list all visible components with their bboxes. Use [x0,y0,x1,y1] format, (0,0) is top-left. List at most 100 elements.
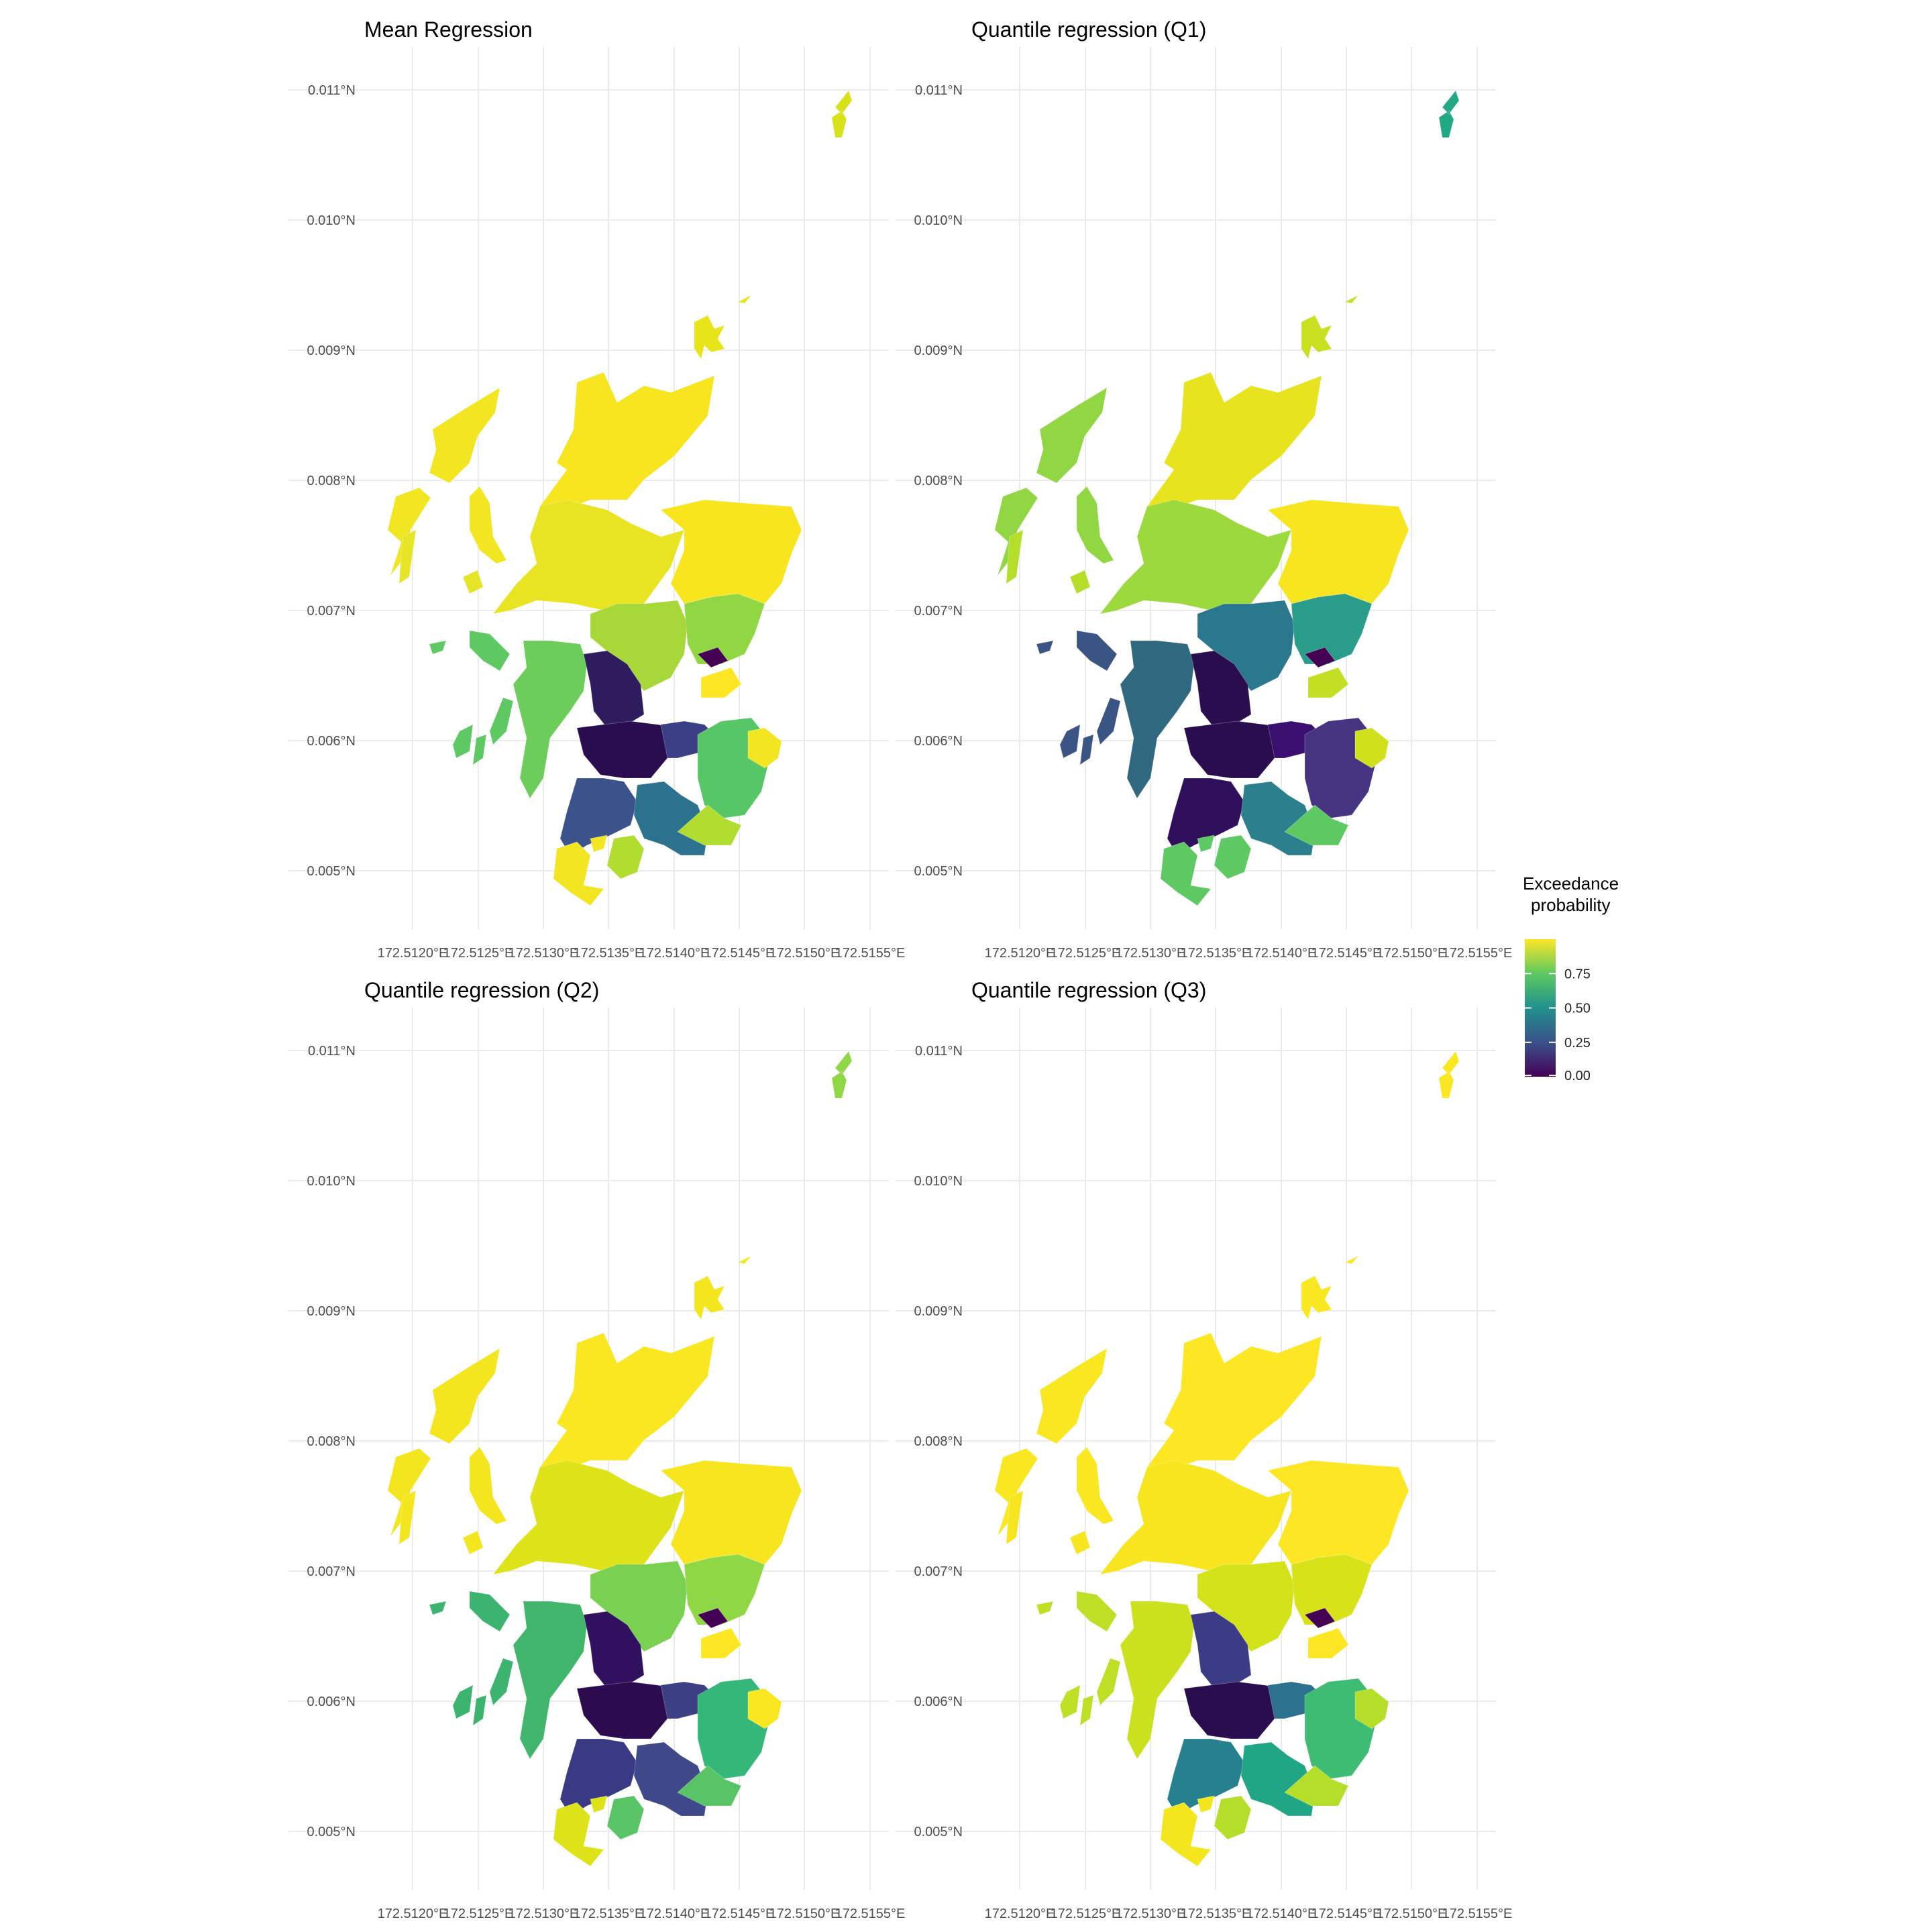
y-tick-label: 0.008°N [914,1434,963,1449]
region-north [1146,1332,1322,1471]
y-tick-label: 0.006°N [307,1695,356,1709]
region-shetland [831,89,853,138]
region-south [606,1765,742,1840]
x-tick-label: 172.5140°E [639,946,710,961]
region-shetland [1438,1050,1460,1099]
y-tick-label: 0.005°N [307,1825,356,1839]
y-tick-label: 0.007°N [307,604,356,619]
region-east-borders [1354,1688,1389,1729]
legend-title-line2: probability [1531,895,1611,915]
region-dundee [1304,1607,1336,1629]
region-southwest [1160,1795,1215,1867]
x-tick-label: 172.5150°E [1377,946,1447,961]
region-south [1214,1765,1349,1840]
x-tick-label: 172.5120°E [378,946,448,961]
panel-title: Mean Regression [364,17,533,42]
region-grampian [659,499,802,604]
legend-ticks: 0.75 0.50 0.25 0.00 [1525,967,1591,1083]
region-dundee [697,647,729,668]
legend: Exceedance probability 0.75 0.50 0.25 0.00 [1523,873,1619,1083]
region-map [994,89,1460,906]
x-tick-label: 172.5120°E [378,1907,448,1921]
region-grampian [1267,499,1409,604]
x-tick-label: 172.5155°E [835,1907,906,1921]
region-west-coast [429,1591,514,1727]
region-fife-east [1291,1554,1373,1625]
map-panel-3: Quantile regression (Q2) 0.011°N 0.010°N 0.… [288,978,905,1921]
x-tick-label: 172.5135°E [574,946,644,961]
region-west-islands [398,529,484,594]
region-map [387,89,853,906]
y-tick-label: 0.007°N [307,1564,356,1579]
y-tick-label: 0.005°N [914,1825,963,1839]
y-tick-label: 0.008°N [914,474,963,488]
region-argyll [513,640,588,799]
region-north [1146,372,1322,511]
y-tick-label: 0.005°N [914,864,963,879]
region-west-coast [429,630,514,766]
region-east-borders [747,727,782,769]
x-tick-label: 172.5120°E [985,1907,1055,1921]
legend-tick-label: 0.00 [1564,1069,1591,1083]
region-fife-east [1291,593,1373,665]
x-tick-label: 172.5155°E [1442,946,1513,961]
region-ayrshire [1167,777,1245,856]
region-map [994,1050,1460,1867]
panel-title: Quantile regression (Q3) [971,978,1206,1002]
region-north-isles [694,1255,752,1321]
y-tick-label: 0.011°N [308,1044,356,1059]
region-east-tip [700,667,742,698]
legend-tick-label: 0.50 [1564,1002,1591,1016]
y-tick-label: 0.006°N [914,1695,963,1709]
x-tick-label: 172.5150°E [769,1907,840,1921]
panel-title: Quantile regression (Q2) [364,978,599,1002]
region-argyll [1120,1601,1195,1760]
x-tick-label: 172.5130°E [508,946,579,961]
region-shetland [1438,89,1460,138]
y-tick-label: 0.009°N [307,1304,356,1319]
gridlines [896,47,1496,929]
x-tick-label: 172.5155°E [835,946,906,961]
region-north-isles [694,294,752,360]
region-central-belt [583,650,645,729]
region-east-tip [1307,667,1349,698]
y-tick-label: 0.010°N [914,213,963,228]
x-tick-label: 172.5135°E [1181,1907,1251,1921]
x-tick-label: 172.5150°E [769,946,840,961]
region-argyll [513,1601,588,1760]
region-argyll [1120,640,1195,799]
y-tick-label: 0.009°N [307,343,356,358]
x-tick-label: 172.5140°E [1246,946,1317,961]
region-west-coast [1036,1591,1121,1727]
x-tick-label: 172.5125°E [443,1907,514,1921]
y-tick-label: 0.011°N [308,83,356,98]
region-southwest [1160,835,1215,906]
region-central-north [492,1460,685,1575]
region-grampian [1267,1460,1409,1565]
y-tick-label: 0.007°N [914,604,963,619]
region-central-belt [1190,650,1252,729]
region-fife-east [684,1554,765,1625]
region-dundee [1304,647,1336,668]
legend-tick-label: 0.75 [1564,967,1591,981]
region-central-north [492,499,685,614]
region-ayrshire [1167,1738,1245,1817]
region-ayrshire [559,1738,638,1817]
y-tick-label: 0.008°N [307,1434,356,1449]
map-panel-1: Mean Regression 0.011°N 0.010°N 0.009°N 0.00… [288,17,905,961]
x-tick-label: 172.5140°E [1246,1907,1317,1921]
region-east-borders [747,1688,782,1729]
y-tick-label: 0.010°N [307,1174,356,1189]
region-central-north [1099,1460,1292,1575]
region-north [539,1332,715,1471]
x-tick-label: 172.5125°E [1051,946,1121,961]
region-east-tip [700,1627,742,1659]
region-central-north [1099,499,1292,614]
map-panel-2: Quantile regression (Q1) 0.011°N 0.010°N 0.… [896,17,1512,961]
region-shetland [831,1050,853,1099]
y-tick-label: 0.007°N [914,1564,963,1579]
region-dundee [697,1607,729,1629]
x-tick-label: 172.5120°E [985,946,1055,961]
region-north [539,372,715,511]
y-tick-label: 0.011°N [915,83,963,98]
